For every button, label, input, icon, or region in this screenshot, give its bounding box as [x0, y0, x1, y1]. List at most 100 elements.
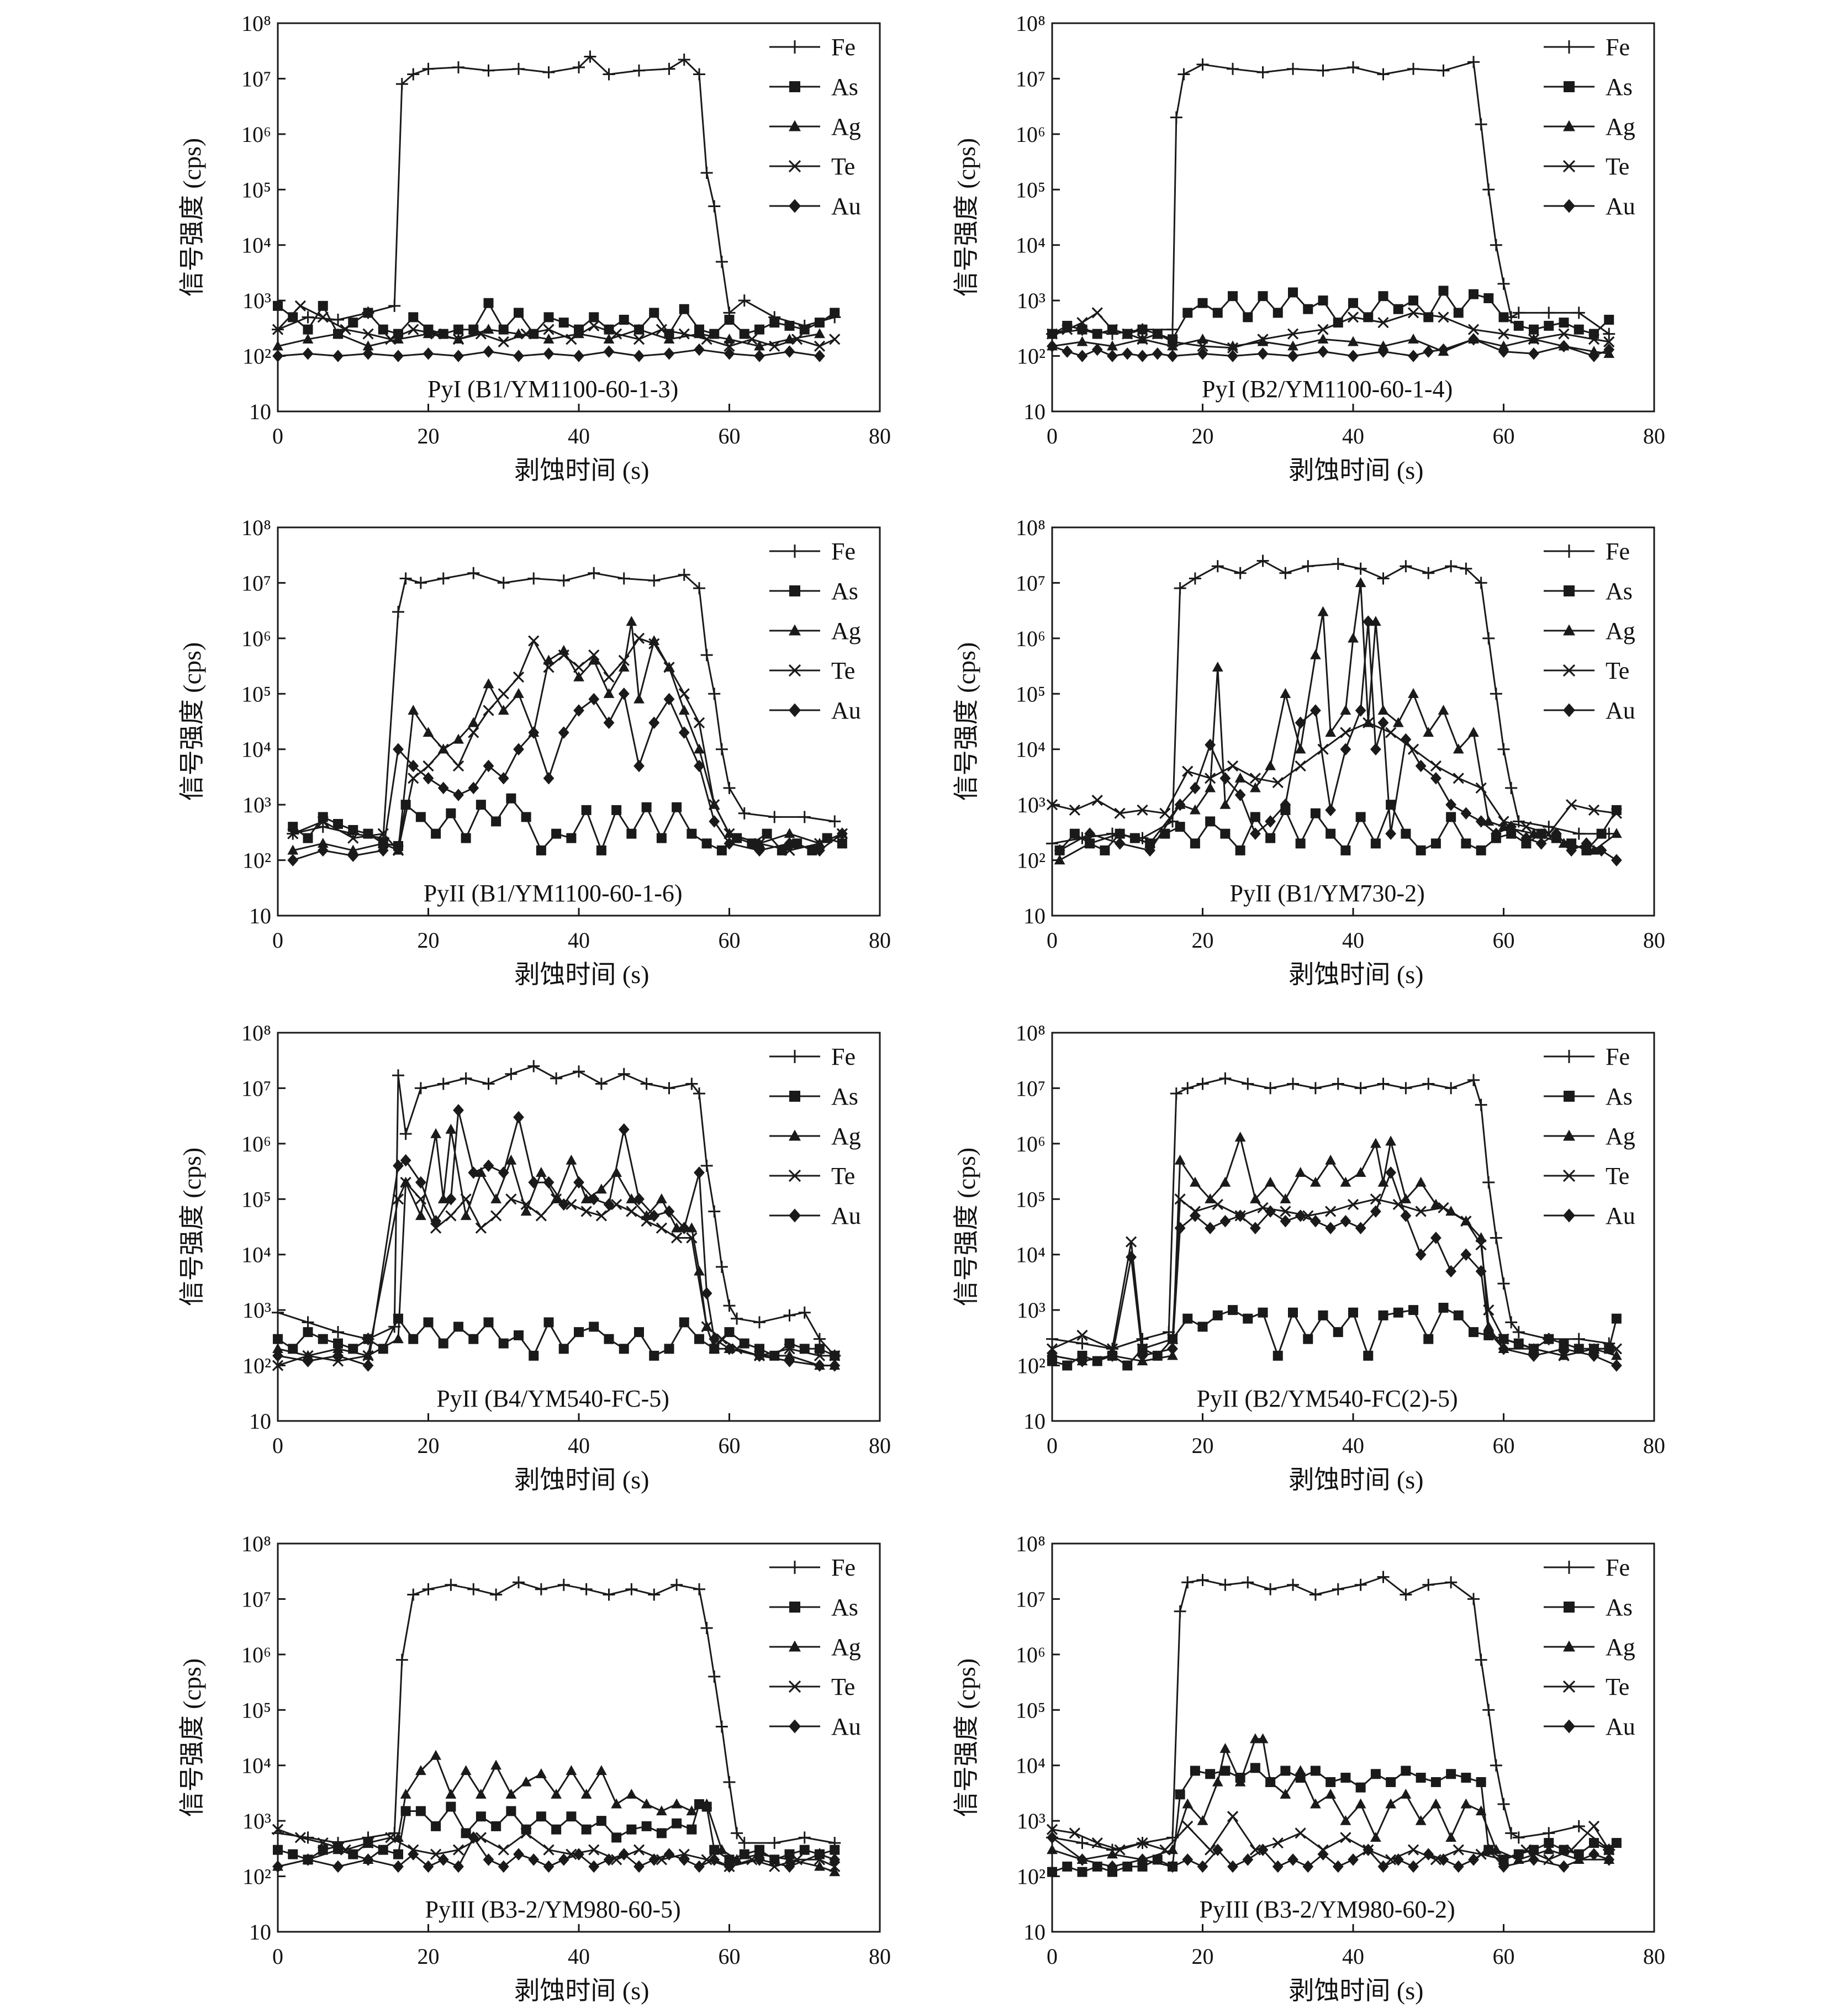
- data-point-fe: [332, 1326, 344, 1339]
- data-point-as: [529, 1350, 539, 1361]
- data-point-te: [1611, 1343, 1623, 1355]
- data-point-au: [1325, 804, 1337, 817]
- series-te: [1046, 1811, 1615, 1866]
- legend-marker-au: [1563, 703, 1575, 717]
- data-point-fe: [633, 64, 645, 77]
- data-point-ag: [1415, 1176, 1427, 1187]
- legend-label-as: As: [831, 1594, 858, 1621]
- series-line-fe: [292, 572, 835, 839]
- legend-label-fe: Fe: [831, 1043, 856, 1070]
- x-tick-label: 60: [719, 1944, 741, 1969]
- legend-marker-ag: [789, 120, 801, 131]
- data-point-fe: [490, 1588, 503, 1601]
- data-point-ag: [1107, 1848, 1118, 1859]
- data-point-te: [573, 662, 585, 673]
- data-point-fe: [1572, 1820, 1585, 1832]
- data-point-fe: [731, 1827, 743, 1840]
- data-point-au: [453, 1104, 464, 1117]
- data-point-ag: [1370, 1138, 1381, 1148]
- data-point-fe: [738, 1837, 751, 1850]
- legend-marker-te: [788, 160, 801, 173]
- data-point-au: [347, 849, 359, 862]
- data-point-te: [340, 1844, 351, 1856]
- data-point-au: [1317, 345, 1329, 358]
- data-point-fe: [1219, 1578, 1232, 1591]
- data-point-fe: [648, 574, 661, 587]
- y-tick-label: 10⁵: [241, 177, 271, 202]
- data-point-as: [1062, 1861, 1073, 1872]
- data-point-fe: [460, 1072, 472, 1085]
- data-point-ag: [1370, 616, 1381, 626]
- data-point-as: [363, 308, 373, 318]
- data-point-as: [1228, 291, 1238, 302]
- data-point-au: [1423, 1848, 1434, 1861]
- data-point-fe: [557, 1578, 570, 1591]
- data-point-fe: [723, 1299, 736, 1312]
- data-point-au: [1415, 1248, 1427, 1261]
- data-point-te: [423, 760, 434, 772]
- data-point-te: [1197, 340, 1208, 352]
- data-point-au: [1475, 1265, 1487, 1278]
- data-point-au: [588, 693, 600, 706]
- legend-marker-ag: [789, 1129, 801, 1141]
- sample-label: PyII (B1/YM1100-60-1-6): [424, 880, 683, 907]
- data-point-au: [1408, 1860, 1419, 1873]
- data-point-ag: [1528, 828, 1539, 838]
- series-as: [1054, 800, 1622, 855]
- data-point-ag: [626, 616, 637, 626]
- sample-label: PyIII (B3-2/YM980-60-5): [425, 1896, 681, 1923]
- data-point-ag: [1377, 705, 1389, 715]
- y-axis-label: 信号强度 (cps): [178, 642, 206, 801]
- data-point-as: [415, 812, 426, 822]
- data-point-fe: [1166, 323, 1179, 336]
- data-point-te: [1227, 342, 1239, 354]
- data-point-au: [1205, 1222, 1216, 1235]
- data-point-te: [385, 334, 397, 345]
- data-point-as: [1273, 1350, 1283, 1361]
- x-axis-label: 剥蚀时间 (s): [514, 1466, 649, 1494]
- legend-marker-ag: [1563, 120, 1575, 131]
- data-point-au: [1167, 350, 1178, 362]
- data-point-te: [362, 328, 374, 340]
- x-axis-label: 剥蚀时间 (s): [1289, 1466, 1423, 1494]
- data-point-as: [724, 314, 735, 325]
- x-tick-label: 80: [869, 928, 891, 953]
- data-point-te: [686, 1232, 698, 1244]
- data-point-fe: [1497, 1798, 1510, 1810]
- data-point-au: [1107, 350, 1118, 362]
- data-point-ag: [505, 1788, 517, 1799]
- data-point-as: [1416, 845, 1426, 855]
- data-point-te: [1460, 1216, 1472, 1227]
- data-point-fe: [663, 62, 675, 75]
- y-tick-label: 10⁷: [1016, 66, 1046, 91]
- data-point-as: [1220, 828, 1231, 839]
- data-point-as: [1430, 838, 1441, 849]
- legend-label-au: Au: [1606, 1713, 1635, 1740]
- legend-marker-ag: [1563, 1640, 1575, 1652]
- data-point-au: [663, 693, 675, 706]
- data-point-au: [1535, 837, 1547, 850]
- data-point-au: [784, 837, 795, 850]
- data-point-as: [551, 1824, 562, 1835]
- y-tick-label: 10⁷: [1016, 1587, 1046, 1611]
- data-point-au: [1107, 1349, 1118, 1362]
- data-point-as: [1190, 1766, 1200, 1776]
- chart-panel: 10 10² 10³ 10⁴ 10⁵ 10⁶ 10⁷ 10⁸ 0 20 40 60 80 剥蚀时间 (s)…: [178, 1021, 891, 1494]
- data-point-te: [1091, 795, 1103, 806]
- y-tick-label: 10⁸: [241, 1531, 271, 1556]
- data-point-as: [288, 822, 298, 832]
- data-point-fe: [1234, 567, 1247, 579]
- data-point-ag: [287, 844, 299, 855]
- data-point-fe: [482, 1077, 495, 1090]
- data-point-te: [1122, 328, 1133, 340]
- data-point-as: [1378, 1310, 1388, 1320]
- data-point-ag: [393, 333, 404, 344]
- data-point-as: [672, 802, 682, 812]
- data-point-ag: [1197, 1815, 1208, 1825]
- legend-marker-fe: [1562, 545, 1576, 558]
- x-tick-label: 60: [719, 1433, 741, 1458]
- series-line-fe: [1052, 560, 1609, 844]
- data-point-au: [694, 343, 705, 356]
- data-point-te: [543, 1844, 555, 1856]
- data-point-as: [626, 1824, 637, 1835]
